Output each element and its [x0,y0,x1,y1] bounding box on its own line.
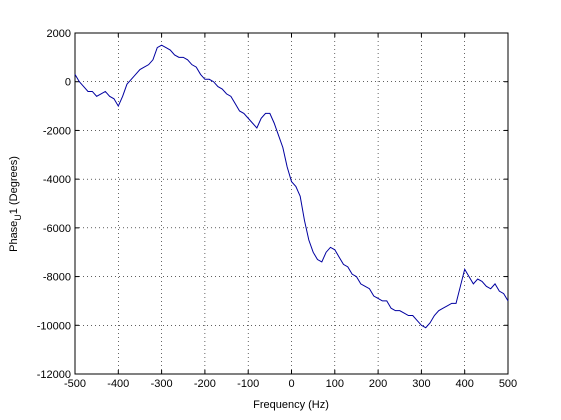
y-tick-label: 0 [65,77,71,89]
y-tick-label: -4000 [43,174,71,186]
x-axis-label: Frequency (Hz) [253,399,329,411]
y-tick-label: -2000 [43,125,71,137]
y-tick-label: -8000 [43,272,71,284]
y-label-part: 1 (Degrees) [8,156,20,214]
x-tick-label: 0 [288,378,294,390]
y-axis-label: PhaseU1 (Degrees) [8,156,23,252]
x-tick-label: 300 [412,378,430,390]
x-tick-label: 100 [326,378,344,390]
y-label-part: Phase [8,221,20,252]
x-tick-label: -500 [64,378,86,390]
x-tick-label: -300 [151,378,173,390]
y-tick-label: -6000 [43,223,71,235]
x-tick-label: 500 [499,378,517,390]
x-tick-label: 400 [456,378,474,390]
plot-area [75,33,508,374]
y-label-sub: U [13,214,23,221]
x-tick-label: -100 [237,378,259,390]
y-tick-label: -10000 [37,320,71,332]
axes-box [74,32,509,375]
x-tick-label: 200 [369,378,387,390]
y-tick-label: -12000 [37,369,71,381]
x-tick-label: -400 [107,378,129,390]
data-line [74,44,509,329]
x-tick-label: -200 [194,378,216,390]
y-tick-label: 2000 [47,28,71,40]
